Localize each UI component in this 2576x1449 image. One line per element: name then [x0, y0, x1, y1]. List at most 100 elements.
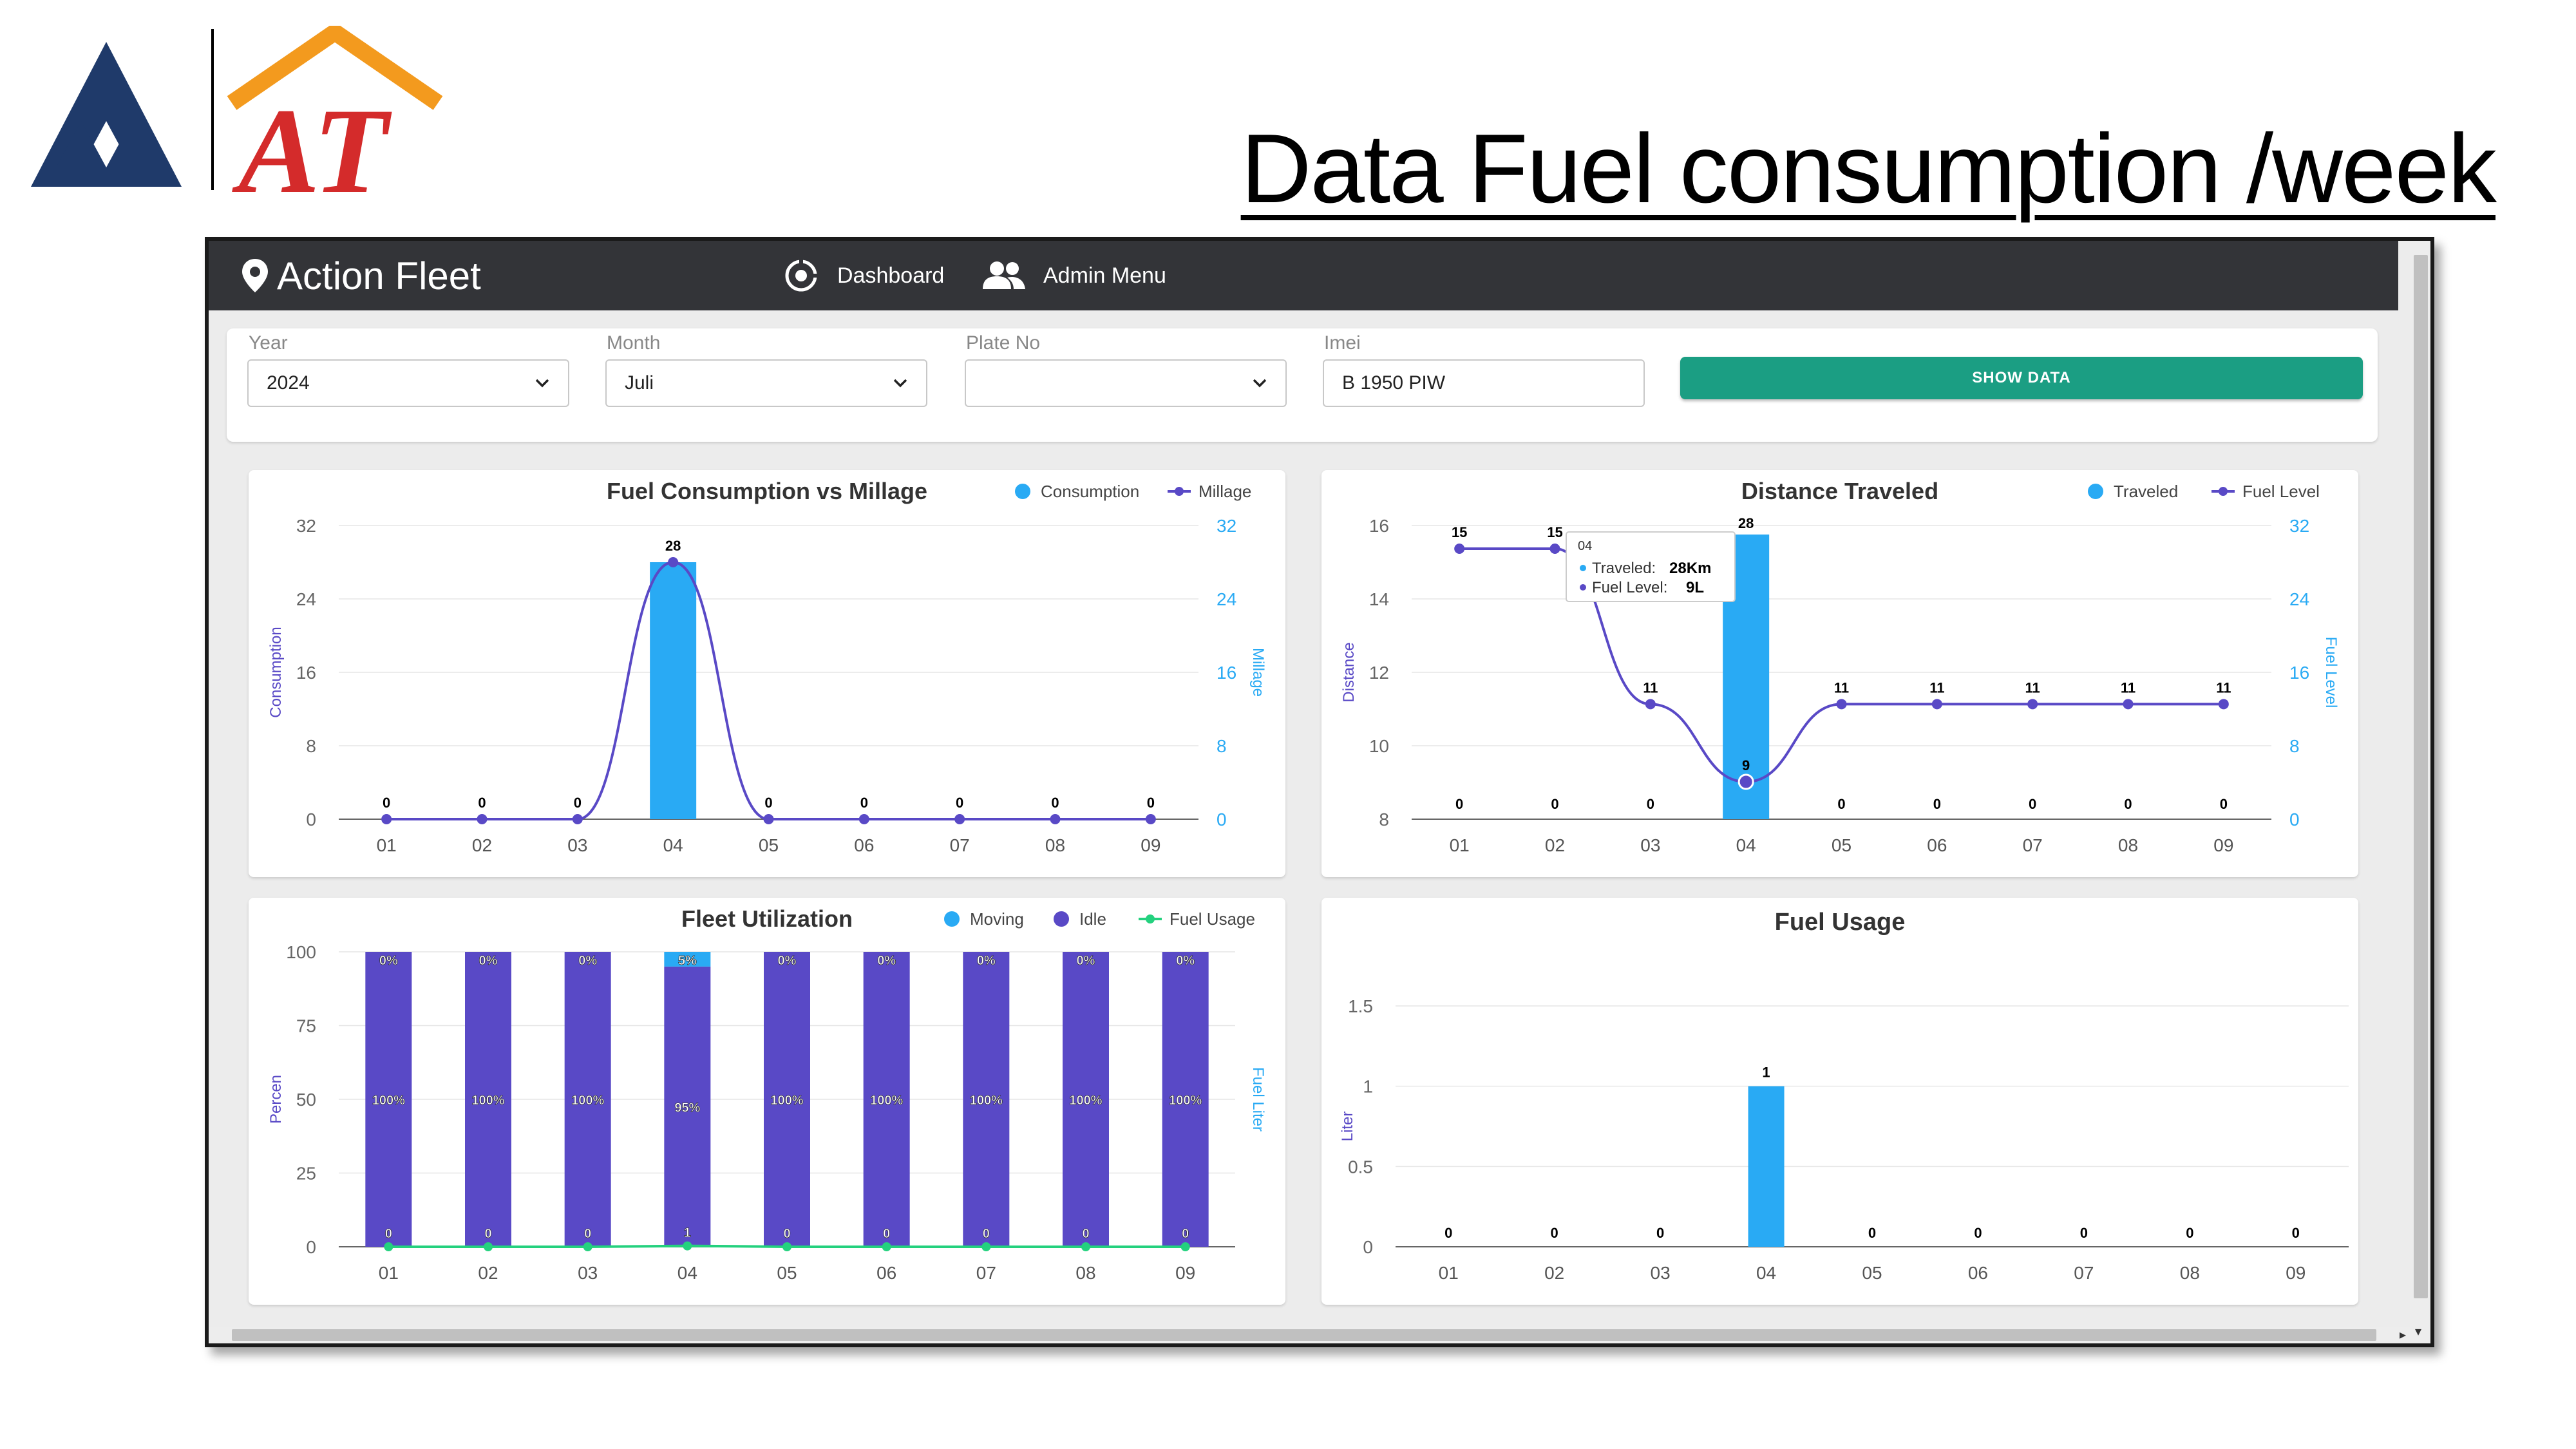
chevron-down-icon: [893, 379, 907, 388]
x-tick-label: 07: [2023, 835, 2043, 855]
legend-label: Fuel Level: [2242, 482, 2320, 501]
show-data-button[interactable]: SHOW DATA: [1680, 357, 2363, 399]
plate-select[interactable]: [965, 359, 1287, 407]
data-label-moving: 5%: [678, 954, 697, 968]
legend-label: Idle: [1079, 909, 1106, 929]
tooltip-value: 9L: [1686, 579, 1704, 596]
nav-admin-label: Admin Menu: [1043, 263, 1166, 288]
y-tick-label: 0.5: [1348, 1157, 1373, 1177]
x-tick-label: 02: [472, 835, 492, 855]
x-tick-label: 03: [578, 1263, 598, 1283]
data-label: 0: [783, 1227, 790, 1241]
data-label: 0: [1933, 796, 1941, 812]
data-label: 15: [1452, 524, 1467, 540]
horizontal-scrollbar[interactable]: ▸: [209, 1327, 2410, 1343]
app-window: Action Fleet Dashboard Admin Menu Year 2…: [205, 237, 2434, 1347]
chart-title: Fuel Usage: [1775, 909, 1906, 936]
point-millage: [668, 557, 679, 567]
x-tick-label: 09: [2286, 1263, 2306, 1283]
bar-idle: [365, 952, 412, 1247]
fuel-consumption-vs-millage-chart: Fuel Consumption vs Millage Millage Consum…: [267, 478, 1267, 855]
data-label: 0: [983, 1227, 990, 1241]
data-label: 0: [1656, 1225, 1664, 1241]
x-tick-label: 07: [2074, 1263, 2094, 1283]
vertical-scrollbar-thumb[interactable]: [2414, 255, 2428, 1298]
imei-input[interactable]: B 1950 PIW: [1323, 359, 1645, 407]
x-tick-label: 06: [1968, 1263, 1988, 1283]
y-right-tick-label: 16: [1217, 663, 1236, 683]
data-label-moving: 0%: [1176, 954, 1195, 968]
year-value: 2024: [267, 372, 310, 393]
data-label: 0: [574, 795, 582, 811]
legend-marker: [1146, 914, 1155, 923]
data-label-idle: 100%: [1169, 1094, 1202, 1108]
data-label: 0: [484, 1227, 491, 1241]
y-right-tick-label: 8: [1217, 736, 1227, 756]
data-label: 0: [1182, 1227, 1189, 1241]
x-tick-label: 07: [976, 1263, 996, 1283]
data-label: 11: [2216, 679, 2231, 696]
point-millage: [763, 814, 774, 824]
bar-fuel-usage: [1748, 1086, 1785, 1247]
navbar: Action Fleet Dashboard Admin Menu: [209, 241, 2398, 310]
y-tick-label: 75: [296, 1016, 316, 1036]
data-label: 0: [2292, 1225, 2300, 1241]
data-label: 15: [1547, 524, 1562, 540]
nav-dashboard[interactable]: Dashboard: [782, 255, 944, 296]
chart-card-fuel-usage: Fuel Usage 1.5 1 0.5 0 01 02 03 04 05 06 07 08 09 Lite…: [1321, 898, 2358, 1305]
y-right-tick-label: 0: [2289, 810, 2300, 829]
legend-label: Millage: [1198, 482, 1251, 501]
triangle-logo-icon: [31, 42, 182, 187]
data-label-moving: 0%: [778, 954, 797, 968]
y-axis-label: Liter: [1339, 1112, 1356, 1142]
data-label: 0: [956, 795, 963, 811]
data-label-moving: 0%: [479, 954, 498, 968]
scroll-right-icon[interactable]: ▸: [2399, 1328, 2406, 1342]
bar-idle: [863, 952, 910, 1247]
scroll-down-icon[interactable]: ▾: [2415, 1325, 2422, 1339]
x-tick-label: 05: [759, 835, 779, 855]
y-axis-label: Distance: [1340, 642, 1358, 702]
y-tick-label: 0: [1363, 1237, 1373, 1257]
data-label-moving: 0%: [578, 954, 597, 968]
brand[interactable]: Action Fleet: [241, 254, 481, 298]
data-label: 0: [385, 1227, 392, 1241]
y-tick-label: 12: [1369, 663, 1389, 683]
bar-idle: [664, 966, 711, 1247]
data-label: 0: [1551, 1225, 1558, 1241]
month-select[interactable]: Juli: [605, 359, 927, 407]
tooltip-title: 04: [1578, 539, 1592, 553]
point-millage: [954, 814, 965, 824]
house-logo-icon: AT: [227, 22, 443, 219]
data-label: 0: [860, 795, 868, 811]
y-right-tick-label: 24: [2289, 589, 2309, 609]
data-label: 0: [2080, 1225, 2088, 1241]
line-millage: [386, 560, 1151, 820]
slide-title: Data Fuel consumption /week: [1240, 114, 2497, 223]
y-tick-label: 24: [296, 589, 316, 609]
point-millage: [1145, 814, 1156, 824]
point-fuel-usage: [1081, 1242, 1090, 1251]
data-label: 0: [1082, 1227, 1089, 1241]
horizontal-scrollbar-thumb[interactable]: [232, 1329, 2376, 1341]
dashboard-icon: [785, 259, 819, 292]
point-fuel-level: [1836, 699, 1847, 710]
y-axis-right-label: Fuel Liter: [1249, 1067, 1267, 1132]
filter-panel: Year 2024 Month Juli Plate No Imei B 195…: [227, 328, 2378, 442]
vertical-scrollbar[interactable]: ▾: [2410, 241, 2430, 1343]
point-fuel-level: [1738, 773, 1754, 790]
tooltip-box: [1566, 531, 1736, 602]
year-select[interactable]: 2024: [247, 359, 569, 407]
point-fuel-usage: [981, 1242, 991, 1251]
y-tick-label: 8: [1379, 810, 1389, 829]
data-label: 0: [1455, 796, 1463, 812]
x-tick-label: 01: [379, 1263, 399, 1283]
legend-marker: [1175, 487, 1184, 496]
data-label: 11: [2025, 679, 2040, 696]
data-label: 28: [665, 538, 681, 554]
nav-admin-menu[interactable]: Admin Menu: [981, 255, 1166, 296]
plate-label: Plate No: [966, 332, 1041, 354]
data-label: 11: [2121, 679, 2136, 696]
point-fuel-level: [1931, 699, 1942, 710]
